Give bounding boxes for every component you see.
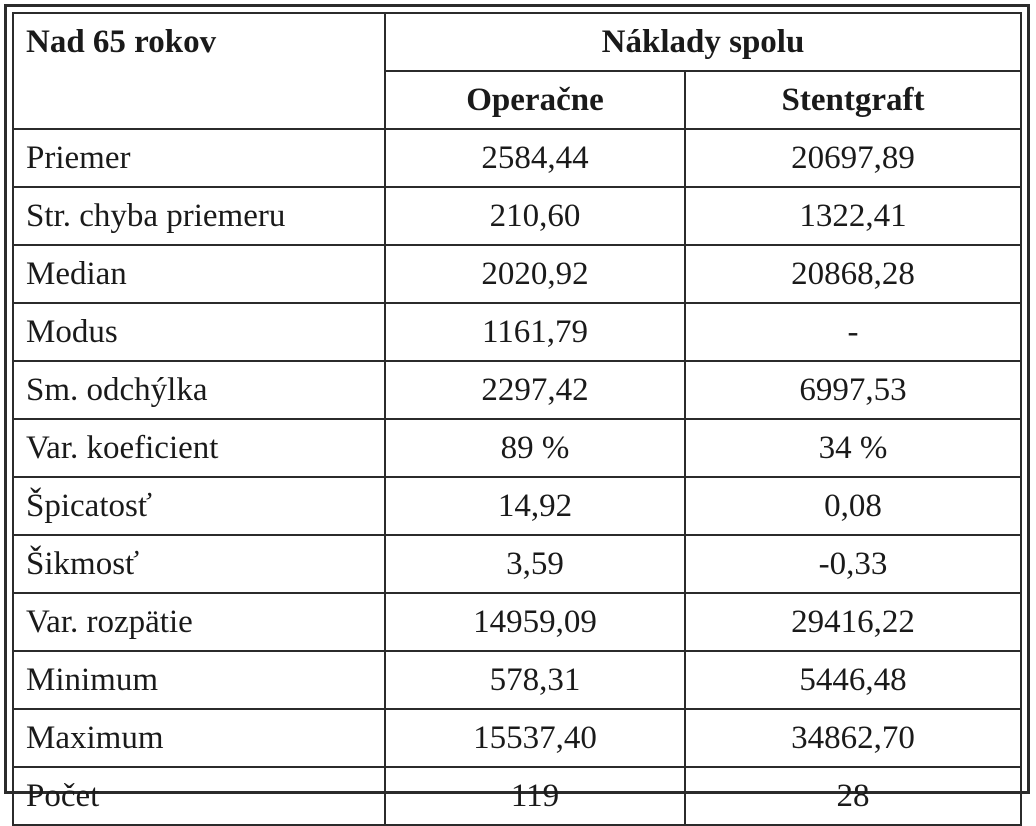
table-row: Str. chyba priemeru 210,60 1322,41	[12, 186, 1022, 246]
cell-stentgraft: 28	[684, 766, 1022, 826]
cell-operacne: 2584,44	[384, 128, 686, 188]
table-row: Počet 119 28	[12, 766, 1022, 826]
table-row: Šikmosť 3,59 -0,33	[12, 534, 1022, 594]
cell-operacne: 119	[384, 766, 686, 826]
group-header: Náklady spolu	[384, 12, 1022, 72]
cell-operacne: 89 %	[384, 418, 686, 478]
cell-operacne: 3,59	[384, 534, 686, 594]
cell-stentgraft: 20697,89	[684, 128, 1022, 188]
header-row-group: Nad 65 rokov Náklady spolu	[12, 12, 1022, 130]
row-label: Maximum	[12, 708, 386, 768]
cell-operacne: 2297,42	[384, 360, 686, 420]
row-label: Minimum	[12, 650, 386, 710]
row-label: Var. rozpätie	[12, 592, 386, 652]
column-header-operacne: Operačne	[384, 70, 686, 130]
cell-stentgraft: -	[684, 302, 1022, 362]
table-row: Priemer 2584,44 20697,89	[12, 128, 1022, 188]
row-label: Median	[12, 244, 386, 304]
cell-stentgraft: 5446,48	[684, 650, 1022, 710]
table-row: Var. koeficient 89 % 34 %	[12, 418, 1022, 478]
table-row: Modus 1161,79 -	[12, 302, 1022, 362]
corner-label: Nad 65 rokov	[12, 12, 386, 130]
cell-stentgraft: 0,08	[684, 476, 1022, 536]
table-frame: Nad 65 rokov Náklady spolu Operačne Sten…	[4, 4, 1030, 826]
row-label: Špicatosť	[12, 476, 386, 536]
cell-stentgraft: 29416,22	[684, 592, 1022, 652]
cell-operacne: 14,92	[384, 476, 686, 536]
table-row: Var. rozpätie 14959,09 29416,22	[12, 592, 1022, 652]
cell-operacne: 15537,40	[384, 708, 686, 768]
row-label: Var. koeficient	[12, 418, 386, 478]
cell-stentgraft: 34862,70	[684, 708, 1022, 768]
header-row-columns: Operačne Stentgraft	[13, 70, 1022, 130]
statistics-table: Nad 65 rokov Náklady spolu Operačne Sten…	[12, 12, 1022, 826]
row-label: Modus	[12, 302, 386, 362]
cell-stentgraft: -0,33	[684, 534, 1022, 594]
table-row: Maximum 15537,40 34862,70	[12, 708, 1022, 768]
cell-stentgraft: 6997,53	[684, 360, 1022, 420]
row-label: Sm. odchýlka	[12, 360, 386, 420]
table-row: Sm. odchýlka 2297,42 6997,53	[12, 360, 1022, 420]
cell-operacne: 210,60	[384, 186, 686, 246]
row-label: Šikmosť	[12, 534, 386, 594]
table-row: Minimum 578,31 5446,48	[12, 650, 1022, 710]
row-label: Počet	[12, 766, 386, 826]
cell-stentgraft: 34 %	[684, 418, 1022, 478]
cell-operacne: 2020,92	[384, 244, 686, 304]
column-header-stentgraft: Stentgraft	[684, 70, 1022, 130]
cell-operacne: 14959,09	[384, 592, 686, 652]
table-row: Špicatosť 14,92 0,08	[12, 476, 1022, 536]
table-row: Median 2020,92 20868,28	[12, 244, 1022, 304]
cell-stentgraft: 20868,28	[684, 244, 1022, 304]
cell-operacne: 578,31	[384, 650, 686, 710]
cell-stentgraft: 1322,41	[684, 186, 1022, 246]
row-label: Priemer	[12, 128, 386, 188]
row-label: Str. chyba priemeru	[12, 186, 386, 246]
cell-operacne: 1161,79	[384, 302, 686, 362]
